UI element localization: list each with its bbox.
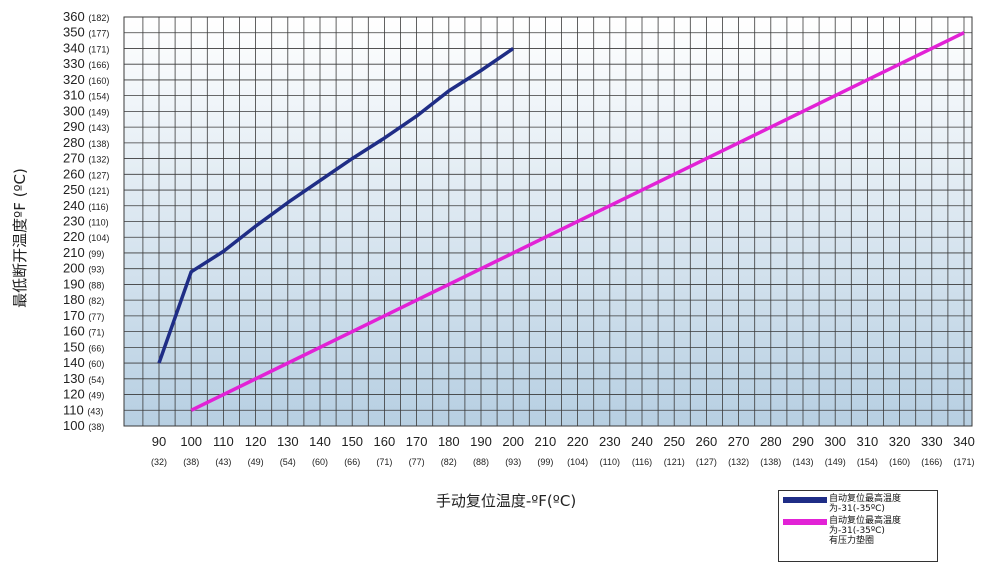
x-tick-label: 310 bbox=[857, 434, 879, 449]
y-tick-label: 230 (110) bbox=[63, 214, 109, 229]
x-tick-label-celsius: (71) bbox=[376, 457, 392, 467]
x-tick-label-celsius: (104) bbox=[567, 457, 588, 467]
series bbox=[157, 31, 965, 412]
x-tick-label: 110 bbox=[213, 434, 234, 449]
x-axis-label: 手动复位温度-ºF(ºC) bbox=[436, 492, 576, 510]
y-tick-label: 220 (104) bbox=[63, 229, 109, 244]
y-tick-label: 300 (149) bbox=[63, 103, 109, 118]
legend-text: 自动复位最高温度 bbox=[829, 516, 902, 526]
x-tick-label: 230 bbox=[599, 434, 621, 449]
y-tick-label: 100 (38) bbox=[63, 418, 104, 433]
x-tick-label-celsius: (54) bbox=[280, 457, 296, 467]
y-tick-label: 200 (93) bbox=[63, 261, 104, 276]
x-tick-label: 260 bbox=[696, 434, 718, 449]
x-tick-label: 220 bbox=[567, 434, 589, 449]
x-tick-label: 140 bbox=[309, 434, 331, 449]
y-axis-label: 最低断开温度ºF (ºC) bbox=[11, 168, 29, 308]
x-tick-label: 330 bbox=[921, 434, 943, 449]
legend-swatch-series-2 bbox=[783, 519, 827, 525]
x-tick-label: 120 bbox=[245, 434, 267, 449]
x-tick-label: 270 bbox=[728, 434, 750, 449]
y-tick-label: 260 (127) bbox=[63, 166, 109, 181]
y-tick-label: 170 (77) bbox=[63, 308, 104, 323]
x-tick-label-celsius: (32) bbox=[151, 457, 167, 467]
x-tick-label-celsius: (43) bbox=[215, 457, 231, 467]
x-tick-label: 340 bbox=[953, 434, 975, 449]
x-tick-label-celsius: (121) bbox=[664, 457, 685, 467]
y-tick-label: 110 (43) bbox=[63, 402, 103, 417]
y-tick-label: 120 (49) bbox=[63, 387, 104, 402]
series-line-1 bbox=[157, 47, 515, 364]
y-tick-label: 250 (121) bbox=[63, 182, 109, 197]
y-tick-label: 180 (82) bbox=[63, 292, 104, 307]
x-tick-label-celsius: (99) bbox=[537, 457, 553, 467]
x-tick-label-celsius: (154) bbox=[857, 457, 878, 467]
legend-item-series-1: 自动复位最高温度 为-31(-35ºC) bbox=[783, 494, 933, 514]
x-tick-label-celsius: (77) bbox=[409, 457, 425, 467]
x-tick-label: 150 bbox=[341, 434, 363, 449]
x-tick-label: 280 bbox=[760, 434, 782, 449]
y-tick-label: 340 (171) bbox=[63, 40, 109, 55]
x-tick-label: 90 bbox=[152, 434, 166, 449]
plot-border bbox=[123, 16, 973, 427]
x-axis-ticks: 90 (32) 100 (38) 110 (43) 120 (49) 130 (54) 140 (60… bbox=[151, 434, 975, 467]
legend-text: 自动复位最高温度 bbox=[829, 494, 902, 504]
y-tick-label: 270 (132) bbox=[63, 151, 109, 166]
x-tick-label-celsius: (110) bbox=[600, 457, 620, 467]
x-tick-label-celsius: (166) bbox=[921, 457, 942, 467]
x-tick-label-celsius: (82) bbox=[441, 457, 457, 467]
x-tick-label: 240 bbox=[631, 434, 653, 449]
y-tick-label: 130 (54) bbox=[63, 371, 104, 386]
x-tick-label: 190 bbox=[470, 434, 492, 449]
x-tick-label-celsius: (60) bbox=[312, 457, 328, 467]
y-tick-label: 140 (60) bbox=[63, 355, 104, 370]
y-tick-label: 320 (160) bbox=[63, 72, 109, 87]
legend-text: 为-31(-35ºC) bbox=[829, 526, 885, 536]
y-tick-label: 190 (88) bbox=[63, 276, 104, 291]
y-tick-label: 310 (154) bbox=[63, 88, 109, 103]
legend: 自动复位最高温度 为-31(-35ºC) 自动复位最高温度 为-31(-35ºC… bbox=[778, 490, 938, 562]
y-tick-label: 160 (71) bbox=[63, 324, 104, 339]
x-tick-label-celsius: (138) bbox=[760, 457, 781, 467]
series-line-2 bbox=[190, 31, 965, 412]
x-tick-label-celsius: (66) bbox=[344, 457, 360, 467]
legend-item-series-2: 自动复位最高温度 为-31(-35ºC) 有压力垫圈 bbox=[783, 516, 933, 546]
x-tick-label-celsius: (127) bbox=[696, 457, 717, 467]
x-tick-label: 210 bbox=[535, 434, 557, 449]
x-tick-label: 320 bbox=[889, 434, 911, 449]
x-tick-label-celsius: (132) bbox=[728, 457, 749, 467]
x-tick-label: 300 bbox=[824, 434, 846, 449]
y-tick-label: 210 (99) bbox=[63, 245, 104, 260]
x-tick-label-celsius: (116) bbox=[632, 457, 652, 467]
y-axis-ticks: 100 (38)110 (43)120 (49)130 (54)140 (60)… bbox=[63, 9, 109, 433]
x-tick-label: 100 bbox=[180, 434, 202, 449]
y-tick-label: 360 (182) bbox=[63, 9, 109, 24]
x-tick-label-celsius: (88) bbox=[473, 457, 489, 467]
x-tick-label-celsius: (171) bbox=[953, 457, 974, 467]
y-tick-label: 330 (166) bbox=[63, 56, 109, 71]
x-tick-label: 130 bbox=[277, 434, 299, 449]
x-tick-label: 290 bbox=[792, 434, 814, 449]
x-tick-label-celsius: (143) bbox=[792, 457, 813, 467]
y-tick-label: 280 (138) bbox=[63, 135, 109, 150]
y-tick-label: 350 (177) bbox=[63, 25, 109, 40]
legend-swatch-series-1 bbox=[783, 497, 827, 503]
x-tick-label: 250 bbox=[663, 434, 685, 449]
y-tick-label: 150 (66) bbox=[63, 339, 104, 354]
x-tick-label-celsius: (149) bbox=[825, 457, 846, 467]
x-tick-label-celsius: (160) bbox=[889, 457, 910, 467]
x-tick-label: 160 bbox=[374, 434, 396, 449]
y-tick-label: 240 (116) bbox=[63, 198, 109, 213]
y-tick-label: 290 (143) bbox=[63, 119, 109, 134]
x-tick-label: 180 bbox=[438, 434, 460, 449]
x-tick-label: 170 bbox=[406, 434, 428, 449]
x-tick-label-celsius: (93) bbox=[505, 457, 521, 467]
legend-text: 为-31(-35ºC) bbox=[829, 504, 885, 514]
x-tick-label-celsius: (49) bbox=[248, 457, 264, 467]
x-tick-label-celsius: (38) bbox=[183, 457, 199, 467]
legend-text: 有压力垫圈 bbox=[829, 536, 875, 546]
grid bbox=[123, 16, 973, 427]
x-tick-label: 200 bbox=[502, 434, 524, 449]
